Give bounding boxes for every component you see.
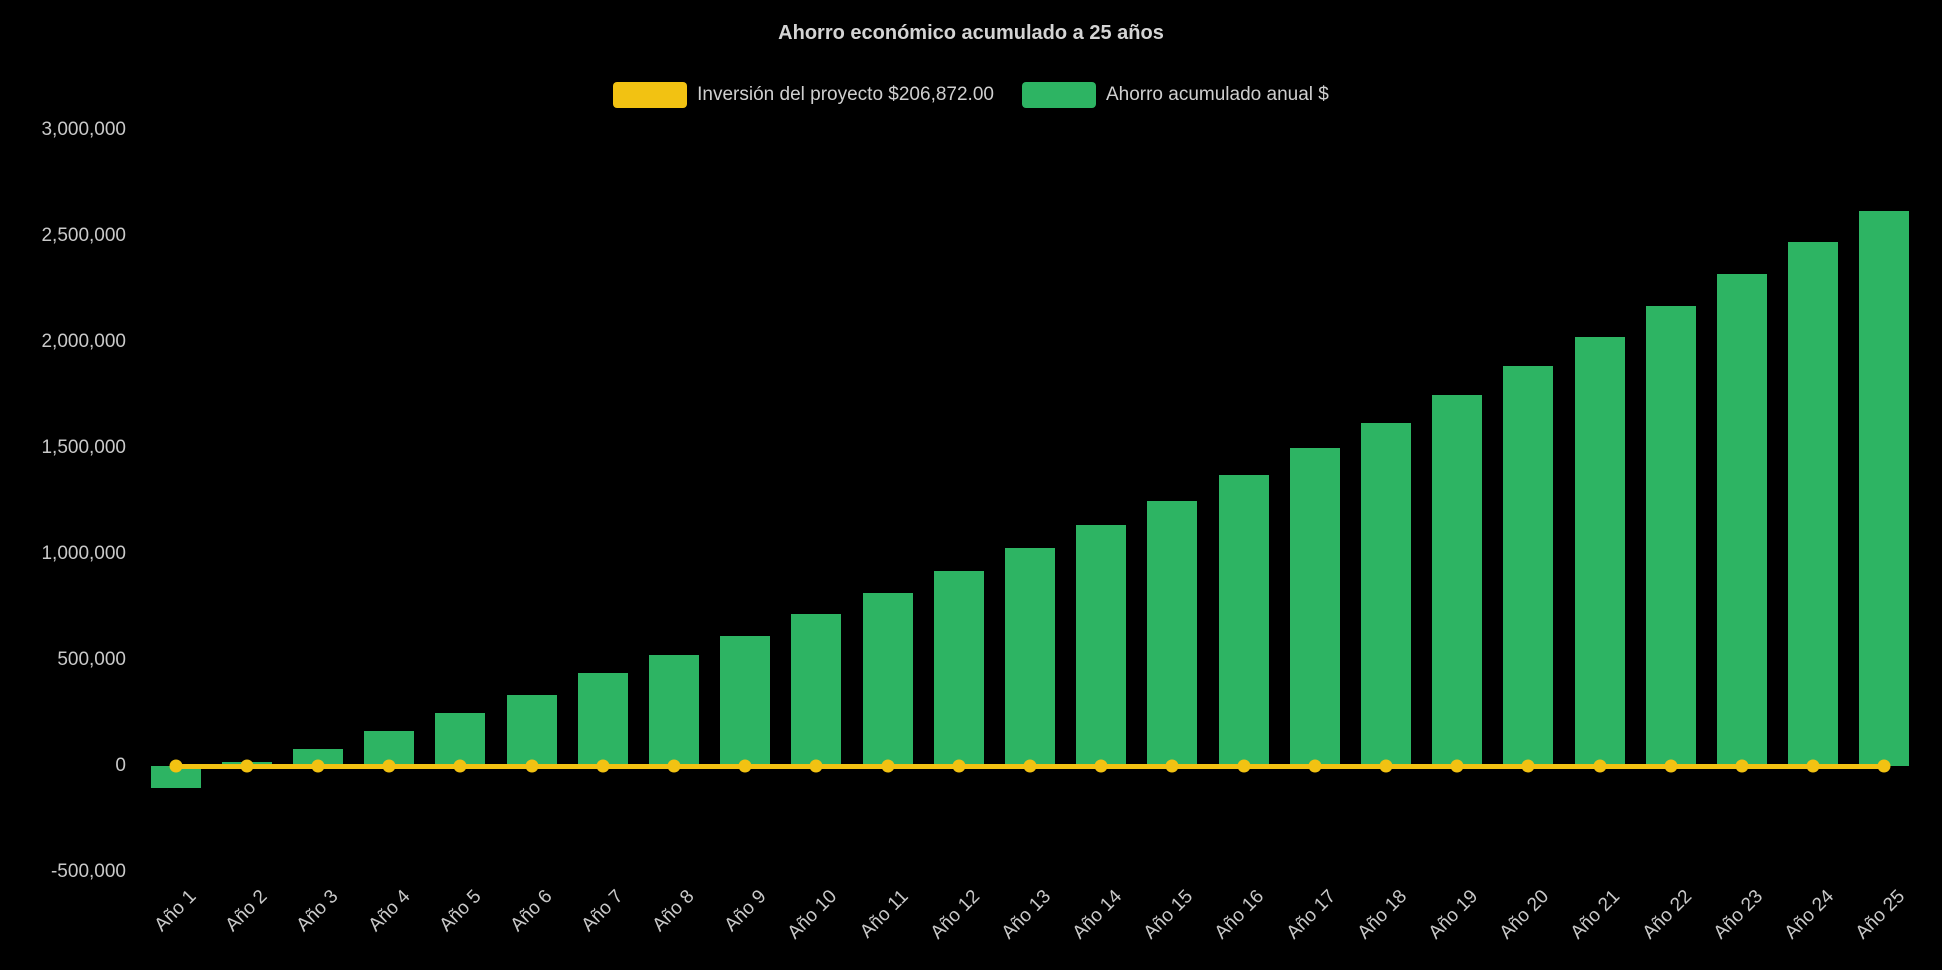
x-tick-label: Año 10 <box>783 886 842 944</box>
x-tick-label: Año 24 <box>1780 886 1839 944</box>
bar-ano-9[interactable] <box>720 635 771 766</box>
legend-swatch-ahorro <box>1021 82 1096 108</box>
bar-ano-18[interactable] <box>1361 422 1411 766</box>
x-tick-label: Año 25 <box>1851 886 1910 944</box>
bar-ano-21[interactable] <box>1574 336 1625 766</box>
x-tick-label: Año 20 <box>1495 886 1554 944</box>
x-tick-label: Año 4 <box>364 886 415 936</box>
bar-ano-19[interactable] <box>1432 395 1483 766</box>
bar-ano-15[interactable] <box>1147 501 1198 766</box>
y-tick-label: 1,000,000 <box>41 543 126 564</box>
investment-dot-24[interactable] <box>1806 759 1820 773</box>
plot-area <box>140 130 1920 872</box>
bar-ano-1[interactable] <box>150 766 201 789</box>
bar-ano-5[interactable] <box>435 713 486 766</box>
x-tick-label: Año 7 <box>577 886 628 936</box>
investment-dot-14[interactable] <box>1094 759 1108 773</box>
legend-item-ahorro[interactable]: Ahorro acumulado anual $ <box>1021 82 1329 108</box>
x-tick-label: Año 14 <box>1068 886 1127 944</box>
x-tick-label: Año 11 <box>856 886 913 943</box>
investment-dot-10[interactable] <box>809 759 823 773</box>
x-tick-label: Año 1 <box>150 886 201 936</box>
investment-dot-3[interactable] <box>311 759 325 773</box>
investment-dot-15[interactable] <box>1165 759 1179 773</box>
investment-dot-13[interactable] <box>1023 759 1037 773</box>
investment-dot-9[interactable] <box>738 759 752 773</box>
investment-dot-4[interactable] <box>382 759 396 773</box>
bar-ano-3[interactable] <box>293 749 343 766</box>
bar-ano-25[interactable] <box>1859 210 1910 766</box>
bar-ano-6[interactable] <box>506 694 557 766</box>
bar-ano-10[interactable] <box>791 614 842 766</box>
x-tick-label: Año 18 <box>1353 886 1411 944</box>
investment-dot-2[interactable] <box>240 759 254 773</box>
x-tick-label: Año 6 <box>506 886 557 936</box>
x-tick-label: Año 9 <box>720 886 771 936</box>
investment-dot-11[interactable] <box>881 759 895 773</box>
investment-dot-6[interactable] <box>525 759 539 773</box>
investment-dot-19[interactable] <box>1450 759 1464 773</box>
bar-ano-13[interactable] <box>1005 547 1055 766</box>
investment-dot-16[interactable] <box>1237 759 1251 773</box>
bar-ano-17[interactable] <box>1289 448 1340 766</box>
x-axis: Año 1 Año 2 Año 3 Año 4 Año 5 Año 6 Año 7 Año 8… <box>140 872 1920 970</box>
bar-ano-8[interactable] <box>649 654 699 766</box>
investment-dot-8[interactable] <box>667 759 681 773</box>
bar-ano-16[interactable] <box>1218 474 1269 766</box>
investment-dot-1[interactable] <box>169 759 183 773</box>
y-tick-label: -500,000 <box>50 861 126 882</box>
chart-title: Ahorro económico acumulado a 25 años <box>778 22 1164 44</box>
bar-ano-23[interactable] <box>1717 274 1767 766</box>
x-tick-label: Año 8 <box>648 886 699 936</box>
bar-ano-22[interactable] <box>1645 305 1696 766</box>
bar-ano-20[interactable] <box>1503 366 1554 766</box>
investment-dot-22[interactable] <box>1664 759 1678 773</box>
y-tick-label: 1,500,000 <box>41 437 126 458</box>
investment-dot-21[interactable] <box>1593 759 1607 773</box>
legend: Inversión del proyecto $206,872.00 Ahorr… <box>0 82 1942 108</box>
investment-dot-5[interactable] <box>453 759 467 773</box>
x-tick-label: Año 23 <box>1709 886 1767 944</box>
bar-ano-24[interactable] <box>1788 242 1839 766</box>
investment-dot-17[interactable] <box>1308 759 1322 773</box>
legend-label-inversion: Inversión del proyecto $206,872.00 <box>697 84 994 105</box>
investment-dot-18[interactable] <box>1379 759 1393 773</box>
y-axis: 3,000,000 2,500,000 2,000,000 1,500,000 1,00… <box>0 119 126 882</box>
y-tick-label: 3,000,000 <box>41 119 126 140</box>
x-tick-label: Año 15 <box>1139 886 1198 944</box>
legend-item-inversion[interactable]: Inversión del proyecto $206,872.00 <box>613 82 994 108</box>
y-tick-label: 500,000 <box>57 649 126 670</box>
investment-dot-12[interactable] <box>952 759 966 773</box>
x-tick-label: Año 17 <box>1282 886 1340 944</box>
legend-swatch-inversion <box>613 82 688 108</box>
x-tick-label: Año 22 <box>1638 886 1696 944</box>
investment-dot-25[interactable] <box>1877 759 1891 773</box>
investment-dot-23[interactable] <box>1735 759 1749 773</box>
x-tick-label: Año 2 <box>221 886 272 936</box>
y-tick-label: 0 <box>115 755 126 776</box>
x-tick-label: Año 16 <box>1211 886 1269 944</box>
investment-dot-7[interactable] <box>596 759 610 773</box>
legend-label-ahorro: Ahorro acumulado anual $ <box>1105 84 1329 105</box>
x-tick-label: Año 12 <box>926 886 984 944</box>
bar-ano-12[interactable] <box>933 570 984 766</box>
bar-ano-11[interactable] <box>862 593 913 766</box>
x-tick-label: Año 5 <box>435 886 486 936</box>
x-tick-label: Año 13 <box>997 886 1055 944</box>
y-tick-label: 2,500,000 <box>41 225 126 246</box>
x-tick-label: Año 19 <box>1424 886 1483 944</box>
investment-dot-20[interactable] <box>1521 759 1535 773</box>
x-tick-label: Año 3 <box>292 886 343 936</box>
bar-ano-7[interactable] <box>577 672 628 766</box>
x-tick-label: Año 21 <box>1567 886 1625 944</box>
bar-ano-14[interactable] <box>1076 525 1127 766</box>
y-tick-label: 2,000,000 <box>41 331 126 352</box>
